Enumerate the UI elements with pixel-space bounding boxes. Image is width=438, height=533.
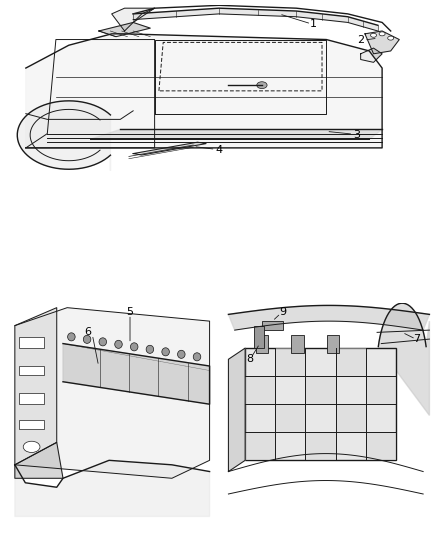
- Bar: [256, 335, 268, 352]
- Ellipse shape: [23, 441, 40, 453]
- Polygon shape: [229, 348, 245, 472]
- Bar: [366, 376, 396, 404]
- Polygon shape: [112, 8, 155, 31]
- Bar: [291, 335, 304, 352]
- Bar: [336, 348, 366, 376]
- Polygon shape: [15, 308, 209, 478]
- Bar: [276, 348, 305, 376]
- Polygon shape: [365, 31, 399, 54]
- Polygon shape: [378, 303, 429, 415]
- Polygon shape: [133, 8, 378, 31]
- Bar: [245, 376, 276, 404]
- Circle shape: [257, 82, 267, 88]
- Polygon shape: [15, 461, 209, 516]
- Text: 9: 9: [279, 307, 286, 317]
- Circle shape: [99, 338, 106, 346]
- Text: 7: 7: [413, 334, 420, 344]
- Bar: [305, 376, 336, 404]
- Circle shape: [177, 350, 185, 358]
- Circle shape: [162, 348, 170, 356]
- Bar: [276, 404, 305, 432]
- Text: 1: 1: [310, 19, 317, 29]
- Bar: [327, 335, 339, 352]
- Bar: [19, 393, 44, 404]
- Text: 3: 3: [353, 130, 360, 140]
- Circle shape: [67, 333, 75, 341]
- Bar: [245, 348, 396, 461]
- Circle shape: [131, 343, 138, 351]
- Bar: [366, 432, 396, 461]
- Bar: [305, 432, 336, 461]
- Polygon shape: [63, 344, 209, 404]
- Text: 5: 5: [127, 307, 134, 317]
- Circle shape: [83, 335, 91, 343]
- Polygon shape: [133, 142, 206, 155]
- Circle shape: [371, 33, 377, 37]
- Circle shape: [146, 345, 154, 353]
- Polygon shape: [90, 130, 382, 139]
- Text: 2: 2: [357, 35, 364, 45]
- Text: 6: 6: [85, 327, 92, 337]
- Circle shape: [115, 340, 122, 349]
- Text: 4: 4: [215, 145, 223, 155]
- Bar: [254, 326, 264, 348]
- Polygon shape: [360, 48, 382, 62]
- Bar: [336, 404, 366, 432]
- Text: 8: 8: [246, 354, 253, 364]
- Circle shape: [379, 32, 385, 36]
- Bar: [262, 321, 283, 330]
- Circle shape: [193, 353, 201, 361]
- Bar: [19, 420, 44, 429]
- Bar: [19, 366, 44, 375]
- Circle shape: [388, 36, 394, 40]
- Bar: [19, 337, 44, 348]
- Bar: [245, 432, 276, 461]
- Polygon shape: [26, 34, 382, 148]
- Polygon shape: [15, 308, 57, 465]
- Polygon shape: [18, 101, 110, 171]
- Polygon shape: [99, 22, 150, 37]
- Polygon shape: [15, 442, 63, 478]
- Polygon shape: [229, 305, 429, 330]
